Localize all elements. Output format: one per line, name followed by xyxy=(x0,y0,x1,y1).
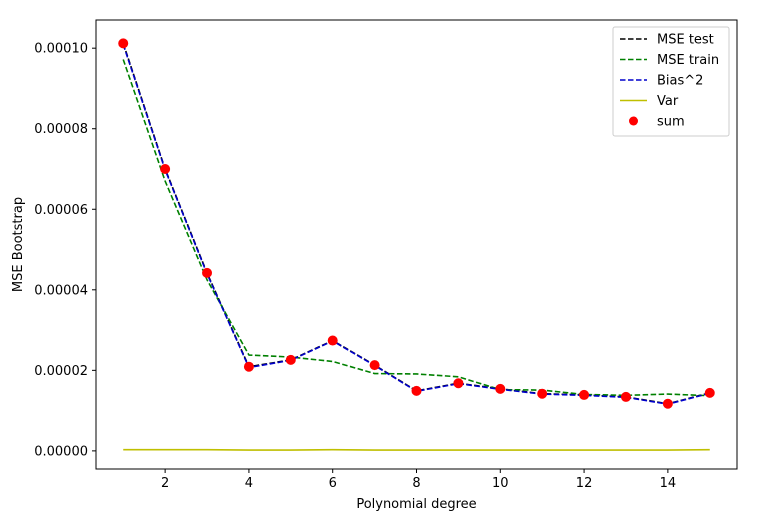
series-point-sum xyxy=(119,39,128,48)
legend-swatch xyxy=(629,117,638,126)
x-tick-label: 8 xyxy=(412,476,420,491)
y-tick-label: 0.00002 xyxy=(34,364,88,379)
x-tick-label: 6 xyxy=(329,476,337,491)
series-point-sum xyxy=(244,362,253,371)
x-tick-label: 4 xyxy=(245,476,253,491)
x-tick-label: 12 xyxy=(576,476,593,491)
series-point-sum xyxy=(705,388,714,397)
legend: MSE test MSE train Bias^2 Var sum xyxy=(613,27,729,136)
legend-label: MSE test xyxy=(657,33,714,48)
y-tick-label: 0.00006 xyxy=(34,203,88,218)
legend-label: Bias^2 xyxy=(657,74,703,89)
x-tick-label: 14 xyxy=(660,476,677,491)
y-tick-label: 0.00000 xyxy=(34,444,88,459)
legend-label: MSE train xyxy=(657,53,719,68)
series-point-sum xyxy=(370,361,379,370)
legend-label: Var xyxy=(657,94,679,109)
series-point-sum xyxy=(454,379,463,388)
series-point-sum xyxy=(538,389,547,398)
x-tick-label: 2 xyxy=(161,476,169,491)
y-tick-label: 0.00004 xyxy=(34,283,88,298)
legend-label: sum xyxy=(657,115,685,130)
series-point-sum xyxy=(496,384,505,393)
series-point-sum xyxy=(286,355,295,364)
series-point-sum xyxy=(161,164,170,173)
y-axis-title: MSE Bootstrap xyxy=(11,197,26,292)
series-point-sum xyxy=(412,386,421,395)
y-tick-label: 0.00010 xyxy=(34,42,88,57)
series-point-sum xyxy=(580,390,589,399)
series-point-sum xyxy=(328,336,337,345)
series-point-sum xyxy=(621,392,630,401)
y-tick-label: 0.00008 xyxy=(34,122,88,137)
series-point-sum xyxy=(663,399,672,408)
x-tick-label: 10 xyxy=(492,476,509,491)
x-axis-title: Polynomial degree xyxy=(356,497,476,512)
series-point-sum xyxy=(203,268,212,277)
